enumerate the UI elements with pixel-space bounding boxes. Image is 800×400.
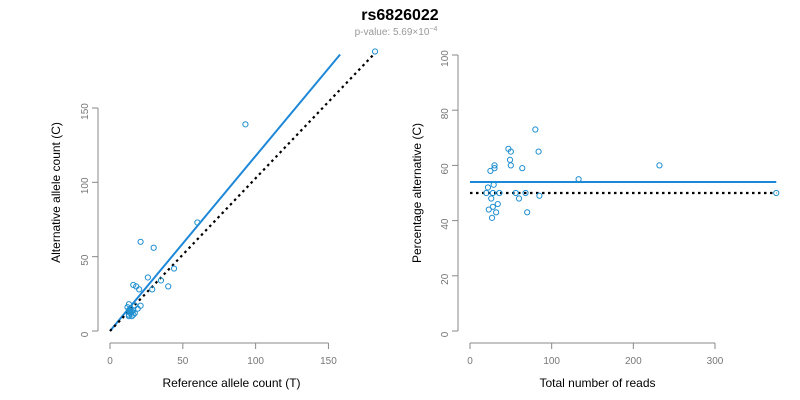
- right-data-point: [489, 203, 496, 210]
- left-fit-line: [109, 53, 341, 332]
- right-data-point: [506, 156, 514, 163]
- right-data-point: [494, 200, 501, 208]
- left-y-tick-label: 100: [80, 177, 91, 194]
- left-data-point: [137, 302, 144, 309]
- right-data-point: [656, 162, 663, 169]
- right-y-tick-label: 20: [440, 273, 451, 285]
- right-data-point: [515, 195, 523, 202]
- left-x-tick-label: 100: [247, 356, 264, 367]
- left-data-point: [125, 307, 133, 314]
- right-data-point: [490, 181, 497, 188]
- chart-title: rs6826022: [361, 7, 439, 24]
- right-data-point: [493, 209, 500, 216]
- left-data-point: [137, 238, 144, 245]
- left-reference-line: [109, 52, 376, 332]
- right-data-point: [532, 126, 539, 133]
- left-data-point: [194, 219, 201, 226]
- left-data-point: [136, 286, 143, 293]
- left-x-tick-label: 50: [177, 356, 189, 367]
- right-data-point: [489, 189, 496, 197]
- right-x-axis-title: Total number of reads: [539, 376, 655, 390]
- left-panel-plot: 0 50 100 150 0 50 100 150 Reference allele count…: [49, 48, 379, 390]
- right-data-point: [488, 195, 495, 202]
- right-data-point: [484, 184, 492, 191]
- right-y-tick-label: 40: [440, 218, 451, 230]
- left-data-point: [170, 265, 178, 272]
- right-y-axis-title: Percentage alternative (C): [410, 123, 424, 263]
- right-y-tick-label: 0: [440, 331, 451, 337]
- left-data-point: [165, 283, 172, 290]
- left-x-axis-title: Reference allele count (T): [162, 376, 300, 390]
- right-data-point: [491, 165, 498, 172]
- left-data-point: [371, 48, 379, 55]
- right-x-tick-label: 100: [543, 356, 560, 367]
- left-data-point: [149, 286, 156, 293]
- left-data-point: [131, 310, 138, 317]
- right-data-point: [575, 176, 582, 183]
- right-x-tick-label: 200: [625, 356, 642, 367]
- left-y-tick-label: 50: [80, 254, 91, 266]
- left-data-point: [242, 121, 249, 128]
- left-data-point: [125, 301, 133, 308]
- left-data-point: [157, 277, 165, 284]
- left-data-point: [124, 304, 131, 311]
- left-data-point: [130, 281, 137, 289]
- right-data-point: [487, 167, 494, 175]
- right-y-tick-label: 60: [440, 163, 451, 175]
- right-data-point: [488, 214, 496, 221]
- right-data-point: [512, 189, 519, 197]
- right-data-point: [536, 192, 543, 199]
- left-data-point: [150, 244, 157, 251]
- left-x-tick-label: 0: [107, 356, 113, 367]
- left-y-tick-label: 150: [80, 103, 91, 120]
- right-data-point: [507, 148, 514, 155]
- right-x-tick-label: 0: [467, 356, 473, 367]
- right-y-tick-label: 80: [440, 108, 451, 120]
- left-y-axis-title: Alternative allele count (C): [49, 122, 63, 263]
- right-data-point: [524, 209, 531, 216]
- left-data-point: [130, 311, 137, 318]
- right-x-tick-label: 300: [707, 356, 724, 367]
- left-data-point: [144, 274, 151, 281]
- right-data-point: [507, 162, 514, 169]
- chart-subtitle: p-value: 5.69×10−4: [355, 26, 438, 38]
- right-data-point: [485, 206, 492, 213]
- right-data-point: [519, 165, 526, 172]
- left-x-tick-label: 150: [320, 356, 337, 367]
- right-data-point: [535, 148, 542, 155]
- right-data-point: [491, 162, 498, 169]
- right-panel-plot: 0 100 200 300 0 20 40 60 80 100 Total number of re…: [410, 50, 780, 390]
- left-data-point: [128, 308, 135, 315]
- left-y-tick-label: 0: [80, 331, 91, 337]
- right-data-point: [496, 189, 503, 197]
- right-data-point: [773, 189, 780, 197]
- right-data-point: [522, 189, 529, 197]
- right-data-point: [483, 189, 490, 197]
- right-y-tick-label: 100: [440, 50, 451, 67]
